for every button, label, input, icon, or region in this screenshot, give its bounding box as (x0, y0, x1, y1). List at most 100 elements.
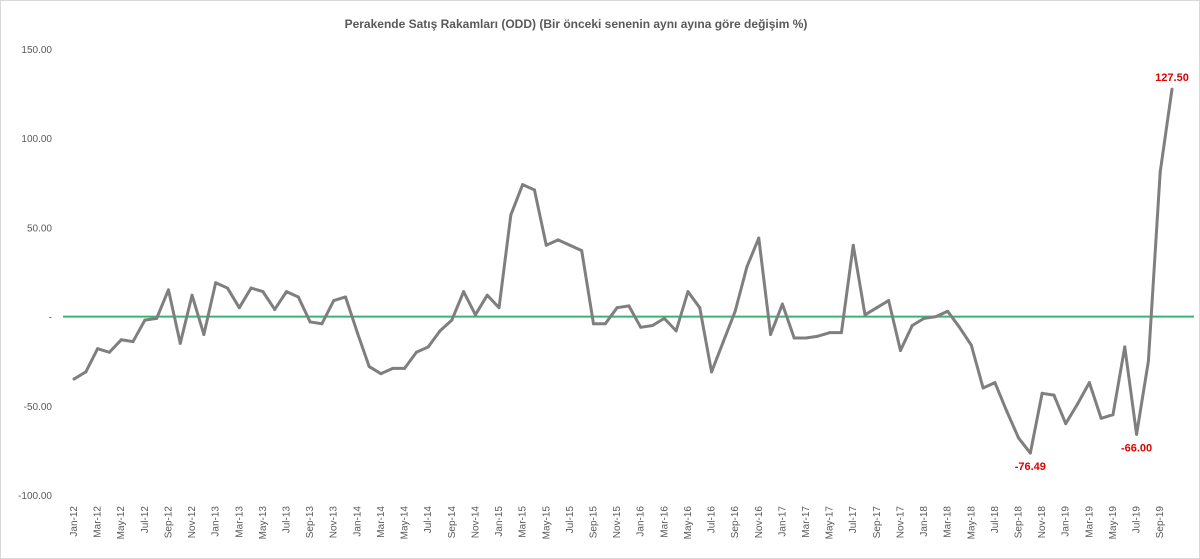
data-point (143, 318, 147, 322)
x-tick-label: Mar-16 (659, 506, 670, 538)
x-tick-label: Jul-14 (423, 506, 434, 534)
data-point (993, 381, 997, 385)
data-point (178, 341, 182, 345)
x-tick-label: Nov-17 (895, 506, 906, 539)
data-point (1170, 87, 1174, 91)
data-point (769, 332, 773, 336)
data-labels: -76.49 -66.00 127.50 (1015, 72, 1189, 473)
x-tick-label: Jan-18 (919, 506, 930, 537)
data-point (426, 345, 430, 349)
x-tick-label: Sep-17 (872, 506, 883, 539)
data-point (438, 329, 442, 333)
data-point (403, 366, 407, 370)
data-point (745, 265, 749, 269)
y-tick-label: -50.00 (24, 402, 53, 413)
data-point (1017, 436, 1021, 440)
data-point (615, 306, 619, 310)
data-point (485, 293, 489, 297)
data-point (1040, 391, 1044, 395)
x-tick-label: Jan-17 (777, 506, 788, 537)
data-point (131, 340, 135, 344)
x-tick-label: Nov-18 (1037, 506, 1048, 539)
y-tick-label: 100.00 (21, 134, 52, 145)
data-point (214, 281, 218, 285)
x-tick-label: Sep-13 (305, 506, 316, 539)
x-tick-label: Jan-15 (494, 506, 505, 537)
data-point (1146, 359, 1150, 363)
x-tick-label: Jul-15 (565, 506, 576, 534)
data-point (1064, 422, 1068, 426)
y-tick-label: 150.00 (21, 45, 52, 56)
data-label: 127.50 (1155, 72, 1189, 84)
data-point (828, 331, 832, 335)
data-point (1111, 413, 1115, 417)
x-tick-label: Jul-13 (282, 506, 293, 534)
x-tick-label: Jan-14 (352, 506, 363, 537)
data-point (934, 315, 938, 319)
data-point (285, 290, 289, 294)
x-tick-label: May-16 (683, 506, 694, 540)
data-point (462, 290, 466, 294)
data-point (851, 243, 855, 247)
data-point (839, 331, 843, 335)
data-point (686, 290, 690, 294)
x-tick-label: Mar-18 (943, 506, 954, 538)
series-line (73, 88, 1174, 455)
data-point (816, 334, 820, 338)
x-tick-label: Mar-13 (234, 506, 245, 538)
data-point (957, 325, 961, 329)
x-tick-label: May-12 (116, 506, 127, 540)
y-tick-label: 50.00 (27, 223, 52, 234)
x-tick-label: Sep-14 (447, 506, 458, 539)
data-point (1028, 451, 1032, 455)
data-point (261, 290, 265, 294)
data-point (580, 249, 584, 253)
data-point (627, 304, 631, 308)
data-point (910, 324, 914, 328)
x-tick-label: Sep-12 (163, 506, 174, 539)
y-tick-label: -100.00 (18, 491, 52, 502)
data-point (96, 347, 100, 351)
series-points (72, 87, 1174, 455)
data-point (898, 349, 902, 352)
x-tick-label: Jan-13 (211, 506, 222, 537)
data-point (119, 338, 123, 342)
data-point (639, 325, 643, 329)
data-point (780, 302, 784, 306)
data-point (155, 316, 159, 320)
x-axis-ticks: Jan-12 Mar-12 May-12 Jul-12 Sep-12 Nov-12 Jan-… (69, 506, 1166, 540)
x-tick-label: Jul-19 (1132, 506, 1143, 534)
data-point (532, 188, 536, 192)
data-label: -66.00 (1121, 442, 1152, 454)
data-point (875, 306, 879, 310)
x-tick-label: Nov-15 (612, 506, 623, 539)
data-point (273, 307, 277, 311)
data-point (1158, 170, 1162, 174)
x-tick-label: Jan-12 (69, 506, 80, 537)
data-point (603, 322, 607, 326)
data-point (190, 293, 194, 297)
data-point (308, 320, 312, 324)
data-point (721, 340, 725, 344)
data-point (84, 370, 88, 374)
x-tick-label: Mar-12 (93, 506, 104, 538)
x-tick-label: Nov-13 (329, 506, 340, 539)
data-point (710, 370, 714, 374)
data-point (651, 324, 655, 328)
data-point (72, 377, 76, 381)
x-tick-label: May-17 (825, 506, 836, 540)
x-tick-label: Mar-17 (801, 506, 812, 538)
x-tick-label: Jul-17 (848, 506, 859, 534)
data-point (733, 309, 737, 313)
x-tick-label: May-15 (541, 506, 552, 540)
data-point (379, 372, 383, 376)
x-tick-label: Nov-12 (187, 506, 198, 539)
data-point (1099, 416, 1103, 420)
data-point (497, 306, 501, 310)
data-point (249, 286, 253, 290)
data-point (946, 309, 950, 313)
x-tick-label: Jul-18 (990, 506, 1001, 534)
y-axis-ticks: 150.00 100.00 50.00 - -50.00 -100.00 (18, 45, 52, 502)
